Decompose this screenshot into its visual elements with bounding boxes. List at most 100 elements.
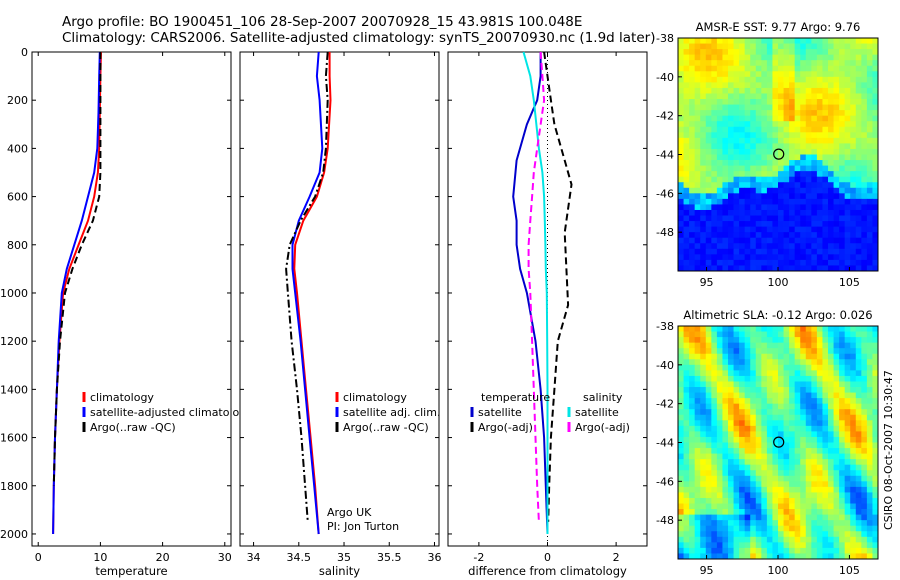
map-cell <box>811 337 818 344</box>
map-cell <box>755 453 762 460</box>
map-cell <box>755 392 762 399</box>
map-cell <box>844 160 851 166</box>
map-cell <box>805 414 812 421</box>
map-cell <box>722 38 729 44</box>
map-cell <box>694 387 701 393</box>
map-cell <box>822 403 829 410</box>
map-cell <box>828 110 834 117</box>
x-tick-label: 35 <box>337 551 351 564</box>
map-cell <box>694 43 701 50</box>
map-cell <box>722 486 729 493</box>
map-cell <box>750 525 757 532</box>
map-cell <box>839 165 846 172</box>
map-cell <box>711 525 718 532</box>
map-cell <box>739 514 746 521</box>
map-cell <box>866 232 873 239</box>
map-cell <box>805 148 812 155</box>
map-cell <box>739 82 746 89</box>
map-cell <box>844 425 851 432</box>
map-cell <box>822 121 829 128</box>
map-cell <box>744 326 751 332</box>
map-cell <box>711 503 718 510</box>
map-cell <box>766 204 773 211</box>
map-cell <box>861 492 868 499</box>
map-cell <box>839 148 846 155</box>
map-cell <box>839 459 846 466</box>
map-cell <box>761 514 768 521</box>
map-cell <box>761 381 768 388</box>
map-cell <box>800 193 807 200</box>
map-cell <box>816 542 823 549</box>
map-cell <box>683 392 690 399</box>
map-cell <box>705 525 712 532</box>
map-cell <box>778 115 784 122</box>
map-cell <box>728 126 734 133</box>
map-cell <box>716 409 723 416</box>
map-cell <box>683 232 690 239</box>
map-cell <box>805 99 812 105</box>
map-cell <box>800 65 807 72</box>
map-cell <box>861 148 868 155</box>
map-cell <box>833 364 840 371</box>
map-cell <box>761 525 768 532</box>
map-cell <box>694 420 701 427</box>
map-cell <box>722 115 729 122</box>
map-cell <box>800 99 807 105</box>
map-cell <box>778 398 784 405</box>
map-cell <box>716 54 723 61</box>
map-cell <box>683 342 690 349</box>
map-cell <box>700 99 707 105</box>
map-cell <box>789 326 796 332</box>
map-cell <box>716 520 723 527</box>
map-cell <box>805 204 812 211</box>
map-cell <box>839 387 846 393</box>
map-cell <box>783 143 790 150</box>
map-cell <box>722 509 729 516</box>
map-cell <box>744 420 751 427</box>
map-cell <box>722 547 729 554</box>
map-cell <box>728 364 734 371</box>
map-cell <box>772 226 779 233</box>
map-cell <box>678 148 684 155</box>
map-cell <box>705 381 712 388</box>
map-cell <box>772 448 779 454</box>
map-cell <box>778 547 784 554</box>
map-cell <box>850 387 857 393</box>
map-cell <box>794 459 801 466</box>
map-cell <box>844 93 851 100</box>
map-cell <box>728 553 734 560</box>
map-cell <box>844 259 851 266</box>
map-cell <box>805 160 812 166</box>
map-cell <box>689 337 696 344</box>
map-cell <box>716 420 723 427</box>
map-cell <box>733 375 740 382</box>
map-cell <box>733 503 740 510</box>
map-cell <box>739 414 746 421</box>
map-cell <box>694 265 701 272</box>
map-cell <box>733 436 740 443</box>
map-cell <box>833 503 840 510</box>
map-cell <box>872 265 879 272</box>
map-cell <box>705 126 712 133</box>
map-cell <box>678 99 684 105</box>
map-cell <box>866 221 873 228</box>
map-cell <box>850 93 857 100</box>
map-cell <box>855 475 862 482</box>
map-cell <box>750 464 757 471</box>
map-cell <box>872 398 879 405</box>
map-cell <box>728 49 734 56</box>
map-cell <box>833 459 840 466</box>
map-cell <box>766 536 773 543</box>
map-cell <box>833 492 840 499</box>
map-cell <box>755 364 762 371</box>
map-cell <box>728 132 734 139</box>
map-cell <box>783 442 790 449</box>
series-line <box>285 51 329 522</box>
map-cell <box>694 226 701 233</box>
map-cell <box>750 226 757 233</box>
map-cell <box>833 536 840 543</box>
map-cell <box>866 193 873 200</box>
map-cell <box>861 65 868 72</box>
map-cell <box>794 165 801 172</box>
map-cell <box>828 254 834 261</box>
